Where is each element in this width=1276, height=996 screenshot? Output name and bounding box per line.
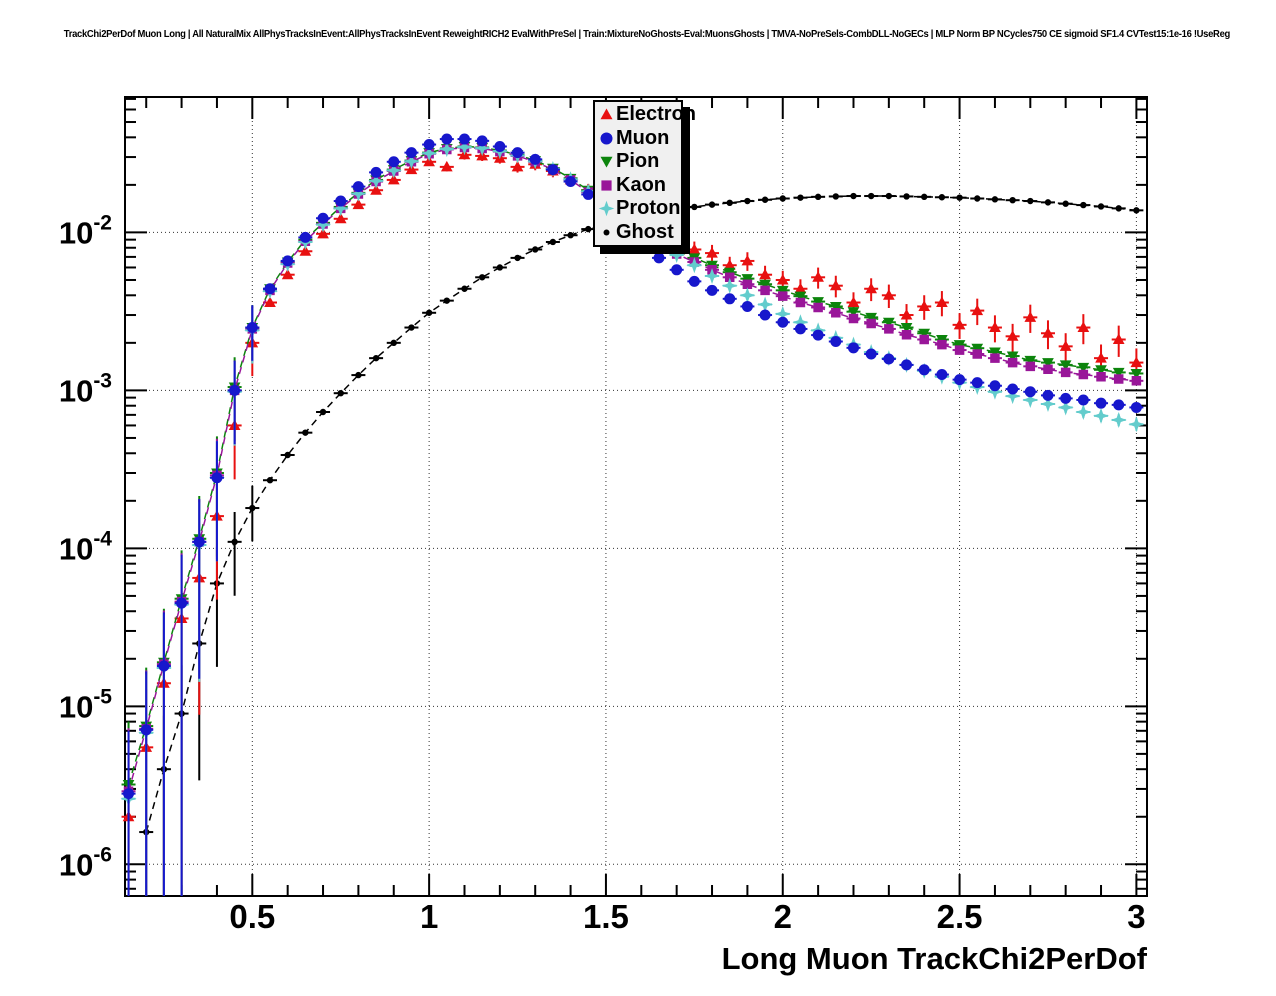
series-muon	[121, 133, 1144, 896]
legend-item-muon: Muon	[598, 127, 681, 151]
svg-text:1: 1	[420, 898, 438, 935]
svg-text:10-2: 10-2	[59, 211, 112, 250]
legend: Electron Muon Pion Kaon Proton Ghost	[593, 100, 696, 247]
series-kaon	[121, 142, 1144, 896]
svg-text:2.5: 2.5	[937, 898, 983, 935]
legend-item-pion: Pion	[598, 150, 681, 174]
ghost-marker-icon	[603, 229, 610, 236]
plot-title: TrackChi2PerDof Muon Long | All NaturalM…	[63, 28, 1230, 40]
svg-text:0.5: 0.5	[229, 898, 275, 935]
electron-marker-icon	[600, 108, 613, 120]
svg-text:10-4: 10-4	[59, 527, 112, 566]
svg-text:10-6: 10-6	[59, 843, 112, 882]
legend-item-proton: Proton	[598, 197, 681, 221]
svg-text:2: 2	[774, 898, 792, 935]
svg-text:3: 3	[1127, 898, 1145, 935]
legend-label-electron: Electron	[616, 103, 697, 126]
legend-item-kaon: Kaon	[598, 174, 681, 198]
legend-item-electron: Electron	[598, 103, 696, 127]
svg-text:1.5: 1.5	[583, 898, 629, 935]
series-pion	[121, 141, 1144, 896]
x-axis-title: Long Muon TrackChi2PerDof	[721, 941, 1147, 976]
series-electron	[121, 148, 1144, 896]
svg-text:10-3: 10-3	[59, 369, 112, 408]
legend-item-ghost: Ghost	[598, 221, 681, 245]
legend-label-proton: Proton	[616, 197, 681, 220]
frame	[124, 96, 1148, 897]
axis-labels: 10-2 10-3 10-4 10-5 10-6 0.5 1 1.5 2 2.5 3	[59, 211, 1146, 935]
svg-text:10-5: 10-5	[59, 685, 112, 724]
legend-label-kaon: Kaon	[616, 173, 666, 196]
legend-label-ghost: Ghost	[616, 220, 674, 243]
series-proton	[120, 139, 1145, 896]
legend-label-pion: Pion	[616, 150, 660, 173]
legend-label-muon: Muon	[616, 126, 670, 149]
muon-marker-icon	[600, 132, 613, 145]
kaon-marker-icon	[601, 180, 612, 191]
ticks	[125, 97, 1147, 896]
pion-marker-icon	[600, 156, 613, 168]
proton-marker-icon	[598, 200, 615, 217]
series-ghost	[139, 192, 1144, 896]
